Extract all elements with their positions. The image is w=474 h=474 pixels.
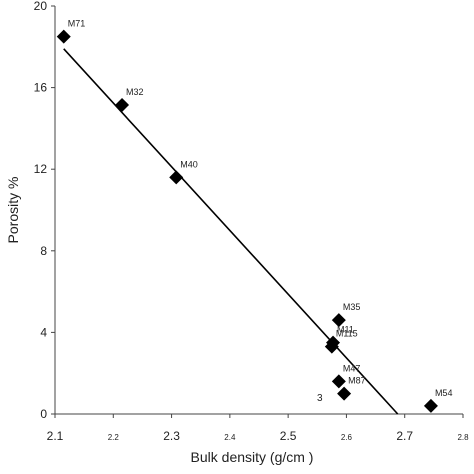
x-tick-label: 2.1 <box>47 429 64 443</box>
point-label: M32 <box>126 87 144 97</box>
x-axis-label: Bulk density (g/cm ) <box>191 449 314 465</box>
point <box>324 339 339 354</box>
annotation: 3 <box>317 393 323 404</box>
x-tick-label: 2.7 <box>396 429 413 443</box>
point-label: M40 <box>180 159 198 169</box>
y-tick-label: 12 <box>34 162 48 176</box>
point-label: M115 <box>336 329 358 339</box>
point-label: M71 <box>68 19 86 29</box>
point <box>423 398 438 413</box>
x-tick-label: 2.6 <box>341 433 353 442</box>
y-tick-label: 0 <box>40 407 47 421</box>
y-tick-label: 20 <box>34 0 48 13</box>
y-axis-label: Porosity % <box>5 177 21 244</box>
point <box>56 29 71 44</box>
x-tick-label: 2.5 <box>280 429 297 443</box>
x-tick-label: 2.4 <box>224 433 236 442</box>
x-tick-label: 2.8 <box>457 433 469 442</box>
point-label: M87 <box>348 376 366 386</box>
point <box>331 313 346 328</box>
trend-line <box>63 48 399 415</box>
y-tick-label: 4 <box>40 325 47 339</box>
point-label: M54 <box>435 388 453 398</box>
point-label: M11 <box>337 325 354 335</box>
point <box>115 97 130 112</box>
y-tick-label: 8 <box>40 244 47 258</box>
x-tick-label: 2.3 <box>163 429 180 443</box>
point <box>337 386 352 401</box>
y-tick-label: 16 <box>34 81 48 95</box>
x-tick-label: 2.2 <box>108 433 120 442</box>
point-label: M35 <box>343 302 361 312</box>
point <box>169 170 184 185</box>
point-label: M47 <box>343 363 361 373</box>
point <box>331 374 346 389</box>
